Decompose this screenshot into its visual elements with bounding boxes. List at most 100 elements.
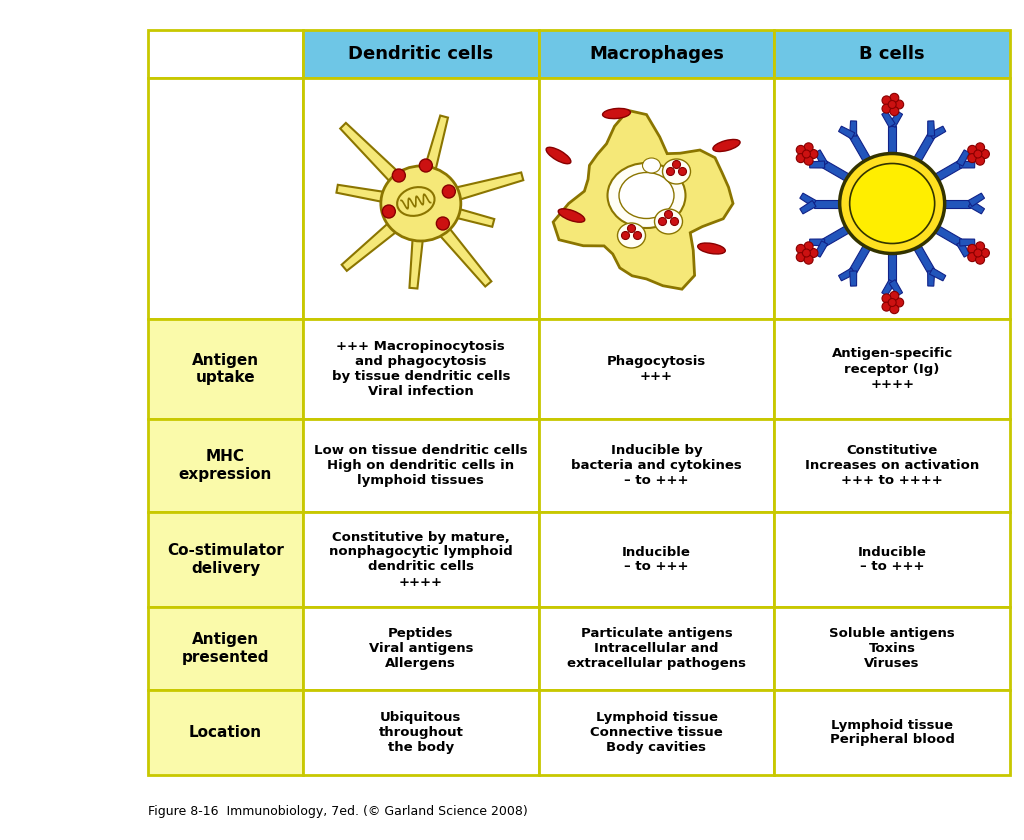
Bar (539, 78, 774, 319)
Bar (774, 419, 1010, 512)
Ellipse shape (634, 232, 641, 239)
Polygon shape (429, 215, 492, 286)
Polygon shape (934, 225, 962, 246)
Ellipse shape (895, 100, 903, 109)
Ellipse shape (980, 150, 989, 159)
Bar (774, 512, 1010, 607)
Text: B cells: B cells (859, 45, 925, 63)
Ellipse shape (697, 243, 725, 254)
Bar (148, 512, 303, 607)
Ellipse shape (803, 249, 810, 257)
Text: Peptides
Viral antigens
Allergens: Peptides Viral antigens Allergens (369, 627, 473, 670)
Bar (774, 78, 1010, 319)
Polygon shape (410, 223, 425, 288)
Ellipse shape (809, 150, 818, 159)
Polygon shape (956, 241, 970, 257)
Ellipse shape (663, 159, 690, 184)
Polygon shape (420, 116, 447, 186)
Ellipse shape (673, 160, 681, 169)
Polygon shape (969, 201, 984, 214)
Bar (774, 30, 1010, 78)
Polygon shape (815, 150, 827, 166)
Bar (774, 607, 1010, 690)
Ellipse shape (382, 205, 395, 218)
Ellipse shape (665, 211, 673, 218)
Polygon shape (882, 280, 895, 296)
Polygon shape (889, 111, 902, 128)
Polygon shape (800, 193, 816, 207)
Polygon shape (810, 239, 824, 246)
Ellipse shape (436, 217, 450, 230)
Ellipse shape (803, 150, 810, 158)
Polygon shape (969, 193, 984, 207)
Text: Lymphoid tissue
Peripheral blood: Lymphoid tissue Peripheral blood (829, 718, 954, 747)
Bar (303, 30, 539, 78)
Bar (148, 690, 303, 775)
Ellipse shape (397, 187, 434, 216)
Text: Figure 8-16  Immunobiology, 7ed. (© Garland Science 2008): Figure 8-16 Immunobiology, 7ed. (© Garla… (148, 805, 527, 818)
Polygon shape (822, 225, 851, 246)
Polygon shape (959, 239, 975, 246)
Ellipse shape (671, 218, 679, 225)
Polygon shape (814, 199, 842, 207)
Ellipse shape (890, 107, 899, 116)
Text: Inducible by
bacteria and cytokines
– to +++: Inducible by bacteria and cytokines – to… (571, 444, 741, 487)
Text: Constitutive
Increases on activation
+++ to ++++: Constitutive Increases on activation +++… (805, 444, 979, 487)
Ellipse shape (976, 255, 984, 264)
Text: Dendritic cells: Dendritic cells (348, 45, 494, 63)
Bar (303, 607, 539, 690)
Ellipse shape (974, 249, 982, 257)
Bar (303, 78, 539, 319)
Polygon shape (342, 212, 410, 270)
Text: Antigen
presented: Antigen presented (181, 633, 269, 664)
Polygon shape (942, 199, 970, 207)
Ellipse shape (618, 172, 674, 218)
Ellipse shape (980, 249, 989, 258)
Polygon shape (810, 161, 824, 168)
Ellipse shape (890, 93, 899, 102)
Ellipse shape (654, 209, 683, 234)
Polygon shape (839, 126, 855, 139)
Ellipse shape (809, 249, 818, 258)
Bar (303, 419, 539, 512)
Polygon shape (882, 111, 895, 128)
Ellipse shape (622, 232, 630, 239)
Text: Inducible
– to +++: Inducible – to +++ (858, 545, 927, 574)
Polygon shape (839, 268, 855, 281)
Text: Location: Location (189, 725, 262, 740)
Polygon shape (815, 241, 827, 257)
Polygon shape (850, 244, 870, 273)
Bar (148, 78, 303, 319)
Polygon shape (913, 244, 935, 273)
Ellipse shape (804, 242, 813, 251)
Ellipse shape (976, 156, 984, 165)
Ellipse shape (890, 305, 899, 313)
Bar (539, 419, 774, 512)
Bar (148, 319, 303, 419)
Polygon shape (800, 201, 816, 214)
Polygon shape (850, 134, 870, 162)
Text: Macrophages: Macrophages (589, 45, 724, 63)
Polygon shape (438, 172, 523, 205)
Ellipse shape (976, 242, 984, 251)
Ellipse shape (642, 158, 660, 173)
Text: +++ Macropinocytosis
and phagocytosis
by tissue dendritic cells
Viral infection: +++ Macropinocytosis and phagocytosis by… (332, 340, 510, 398)
Text: Inducible
– to +++: Inducible – to +++ (622, 545, 691, 574)
Polygon shape (888, 125, 896, 154)
Bar (148, 607, 303, 690)
Ellipse shape (617, 223, 645, 248)
Text: MHC
expression: MHC expression (179, 449, 272, 481)
Ellipse shape (607, 163, 685, 228)
Bar (539, 319, 774, 419)
Ellipse shape (797, 253, 805, 261)
Ellipse shape (558, 209, 585, 223)
Text: Antigen-specific
receptor (Ig)
++++: Antigen-specific receptor (Ig) ++++ (831, 348, 952, 391)
Bar (148, 30, 303, 78)
Polygon shape (928, 121, 935, 136)
Bar (148, 419, 303, 512)
Bar (539, 512, 774, 607)
Bar (303, 690, 539, 775)
Bar (774, 690, 1010, 775)
Ellipse shape (840, 154, 945, 254)
Polygon shape (930, 268, 946, 281)
